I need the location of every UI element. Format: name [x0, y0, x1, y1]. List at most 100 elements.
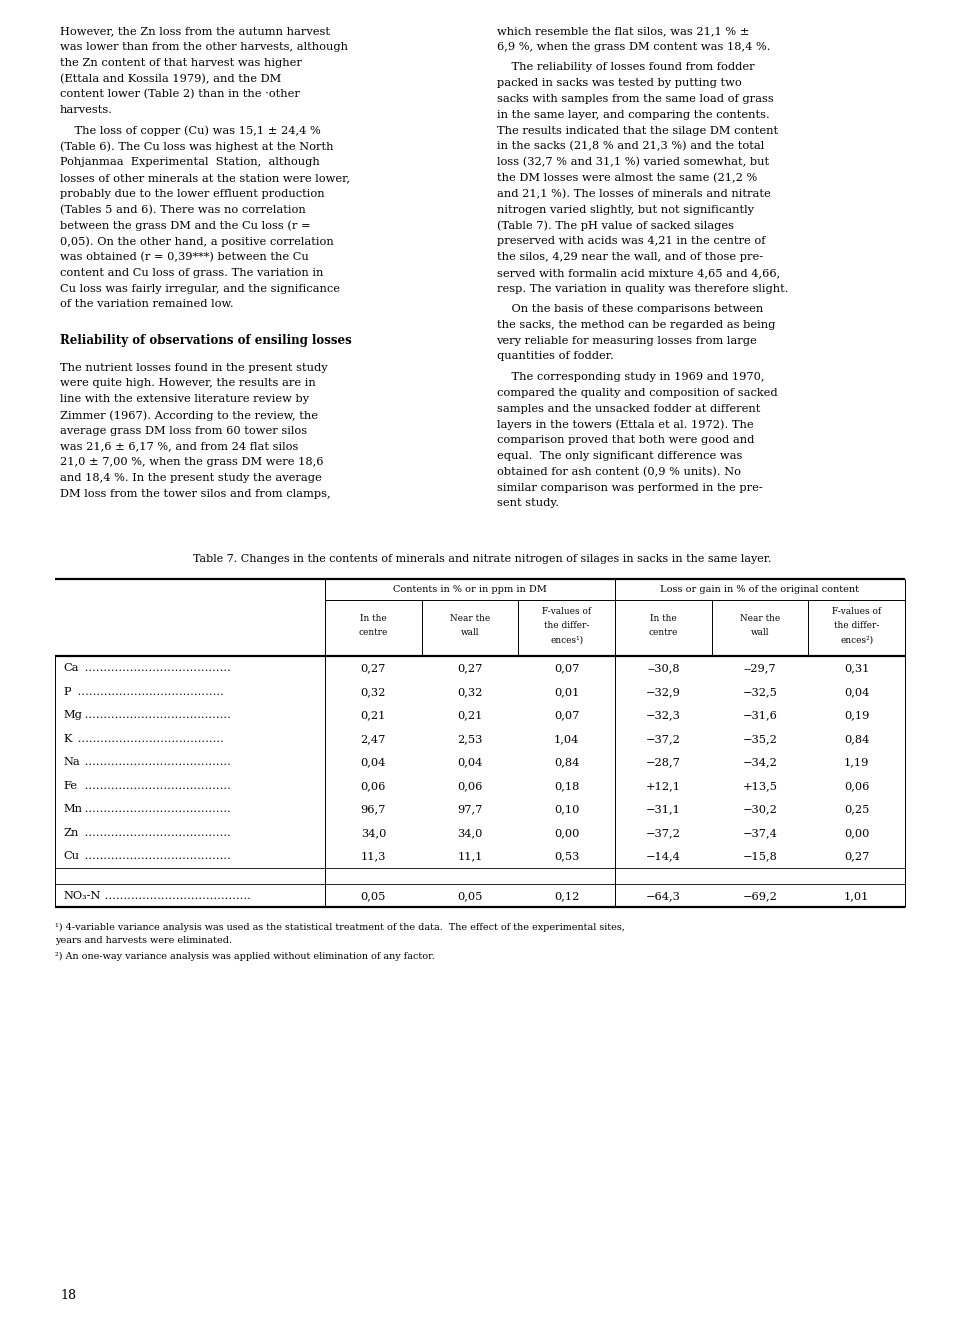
Text: the DM losses were almost the same (21,2 %: the DM losses were almost the same (21,2… — [496, 173, 756, 183]
Text: Near the: Near the — [740, 614, 780, 623]
Text: +13,5: +13,5 — [742, 780, 778, 791]
Text: Mn: Mn — [63, 804, 82, 814]
Text: sent study.: sent study. — [496, 499, 559, 508]
Text: 0,31: 0,31 — [844, 663, 870, 674]
Text: compared the quality and composition of sacked: compared the quality and composition of … — [496, 388, 778, 398]
Text: centre: centre — [359, 628, 388, 638]
Text: resp. The variation in quality was therefore slight.: resp. The variation in quality was there… — [496, 284, 788, 293]
Text: the sacks, the method can be regarded as being: the sacks, the method can be regarded as… — [496, 320, 775, 329]
Text: was obtained (r = 0,39***) between the Cu: was obtained (r = 0,39***) between the C… — [60, 252, 309, 263]
Text: .......................................: ....................................... — [74, 687, 224, 696]
Text: 0,05: 0,05 — [457, 891, 483, 900]
Text: In the: In the — [360, 614, 387, 623]
Text: (Tables 5 and 6). There was no correlation: (Tables 5 and 6). There was no correlati… — [60, 204, 305, 215]
Text: packed in sacks was tested by putting two: packed in sacks was tested by putting tw… — [496, 79, 741, 88]
Text: The reliability of losses found from fodder: The reliability of losses found from fod… — [496, 63, 755, 72]
Text: were quite high. However, the results are in: were quite high. However, the results ar… — [60, 379, 316, 388]
Text: −35,2: −35,2 — [743, 734, 778, 744]
Text: .......................................: ....................................... — [81, 804, 230, 814]
Text: 6,9 %, when the grass DM content was 18,4 %.: 6,9 %, when the grass DM content was 18,… — [496, 41, 770, 52]
Text: (Ettala and Kossila 1979), and the DM: (Ettala and Kossila 1979), and the DM — [60, 73, 281, 84]
Text: −32,9: −32,9 — [646, 687, 681, 696]
Text: However, the Zn loss from the autumn harvest: However, the Zn loss from the autumn har… — [60, 25, 330, 36]
Text: average grass DM loss from 60 tower silos: average grass DM loss from 60 tower silo… — [60, 426, 307, 436]
Text: Contents in % or in ppm in DM: Contents in % or in ppm in DM — [393, 586, 547, 595]
Text: 0,21: 0,21 — [361, 710, 386, 720]
Text: 0,01: 0,01 — [554, 687, 579, 696]
Text: 97,7: 97,7 — [457, 804, 483, 814]
Text: line with the extensive literature review by: line with the extensive literature revie… — [60, 394, 309, 404]
Text: Pohjanmaa  Experimental  Station,  although: Pohjanmaa Experimental Station, although — [60, 157, 320, 167]
Text: Cu loss was fairly irregular, and the significance: Cu loss was fairly irregular, and the si… — [60, 284, 340, 293]
Text: In the: In the — [650, 614, 677, 623]
Text: content and Cu loss of grass. The variation in: content and Cu loss of grass. The variat… — [60, 268, 324, 277]
Text: 1,01: 1,01 — [844, 891, 870, 900]
Text: centre: centre — [649, 628, 678, 638]
Text: layers in the towers (Ettala et al. 1972). The: layers in the towers (Ettala et al. 1972… — [496, 419, 754, 430]
Text: 0,04: 0,04 — [844, 687, 870, 696]
Text: DM loss from the tower silos and from clamps,: DM loss from the tower silos and from cl… — [60, 490, 330, 499]
Text: −37,2: −37,2 — [646, 828, 681, 838]
Text: 0,04: 0,04 — [361, 758, 386, 767]
Text: −31,1: −31,1 — [646, 804, 681, 814]
Text: 0,10: 0,10 — [554, 804, 579, 814]
Text: wall: wall — [461, 628, 479, 638]
Text: F-values of: F-values of — [542, 607, 591, 616]
Text: ²) An one-way variance analysis was applied without elimination of any factor.: ²) An one-way variance analysis was appl… — [55, 952, 435, 960]
Text: 18: 18 — [60, 1289, 76, 1302]
Text: Zimmer (1967). According to the review, the: Zimmer (1967). According to the review, … — [60, 410, 318, 420]
Text: .......................................: ....................................... — [101, 891, 251, 900]
Text: 0,32: 0,32 — [361, 687, 386, 696]
Text: 0,27: 0,27 — [844, 851, 870, 862]
Text: 0,05). On the other hand, a positive correlation: 0,05). On the other hand, a positive cor… — [60, 236, 334, 247]
Text: 34,0: 34,0 — [457, 828, 483, 838]
Text: 2,47: 2,47 — [361, 734, 386, 744]
Text: loss (32,7 % and 31,1 %) varied somewhat, but: loss (32,7 % and 31,1 %) varied somewhat… — [496, 157, 769, 168]
Text: .......................................: ....................................... — [81, 663, 230, 674]
Text: −34,2: −34,2 — [743, 758, 778, 767]
Text: −30,2: −30,2 — [743, 804, 778, 814]
Text: and 18,4 %. In the present study the average: and 18,4 %. In the present study the ave… — [60, 474, 322, 483]
Text: in the sacks (21,8 % and 21,3 %) and the total: in the sacks (21,8 % and 21,3 %) and the… — [496, 141, 764, 152]
Text: 1,04: 1,04 — [554, 734, 579, 744]
Text: Near the: Near the — [450, 614, 491, 623]
Text: 34,0: 34,0 — [361, 828, 386, 838]
Text: preserved with acids was 4,21 in the centre of: preserved with acids was 4,21 in the cen… — [496, 236, 765, 247]
Text: K: K — [63, 734, 71, 744]
Text: .......................................: ....................................... — [74, 734, 224, 744]
Text: −31,6: −31,6 — [743, 710, 778, 720]
Text: quantities of fodder.: quantities of fodder. — [496, 351, 613, 362]
Text: obtained for ash content (0,9 % units). No: obtained for ash content (0,9 % units). … — [496, 467, 740, 478]
Text: 0,00: 0,00 — [844, 828, 870, 838]
Text: −32,3: −32,3 — [646, 710, 681, 720]
Text: years and harvests were eliminated.: years and harvests were eliminated. — [55, 936, 232, 946]
Text: of the variation remained low.: of the variation remained low. — [60, 299, 233, 309]
Text: ‒30,8: ‒30,8 — [647, 663, 680, 674]
Text: the differ-: the differ- — [834, 622, 879, 631]
Text: similar comparison was performed in the pre-: similar comparison was performed in the … — [496, 483, 762, 492]
Text: Cu: Cu — [63, 851, 79, 862]
Text: P: P — [63, 687, 70, 696]
Text: the Zn content of that harvest was higher: the Zn content of that harvest was highe… — [60, 57, 301, 68]
Text: the differ-: the differ- — [544, 622, 589, 631]
Text: ences²): ences²) — [840, 635, 874, 644]
Text: 0,06: 0,06 — [361, 780, 386, 791]
Text: 0,25: 0,25 — [844, 804, 870, 814]
Text: ¹) 4-variable variance analysis was used as the statistical treatment of the dat: ¹) 4-variable variance analysis was used… — [55, 923, 625, 931]
Text: +12,1: +12,1 — [646, 780, 681, 791]
Text: content lower (Table 2) than in the ·other: content lower (Table 2) than in the ·oth… — [60, 89, 300, 100]
Text: 0,32: 0,32 — [457, 687, 483, 696]
Text: The results indicated that the silage DM content: The results indicated that the silage DM… — [496, 125, 778, 136]
Text: 0,19: 0,19 — [844, 710, 870, 720]
Text: Reliability of observations of ensiling losses: Reliability of observations of ensiling … — [60, 334, 351, 347]
Text: −64,3: −64,3 — [646, 891, 681, 900]
Text: Loss or gain in % of the original content: Loss or gain in % of the original conten… — [660, 586, 859, 595]
Text: equal.  The only significant difference was: equal. The only significant difference w… — [496, 451, 742, 462]
Text: ‒29,7: ‒29,7 — [744, 663, 777, 674]
Text: 0,04: 0,04 — [457, 758, 483, 767]
Text: in the same layer, and comparing the contents.: in the same layer, and comparing the con… — [496, 109, 769, 120]
Text: −69,2: −69,2 — [743, 891, 778, 900]
Text: The loss of copper (Cu) was 15,1 ± 24,4 %: The loss of copper (Cu) was 15,1 ± 24,4 … — [60, 125, 321, 136]
Text: Fe: Fe — [63, 780, 77, 791]
Text: 0,12: 0,12 — [554, 891, 579, 900]
